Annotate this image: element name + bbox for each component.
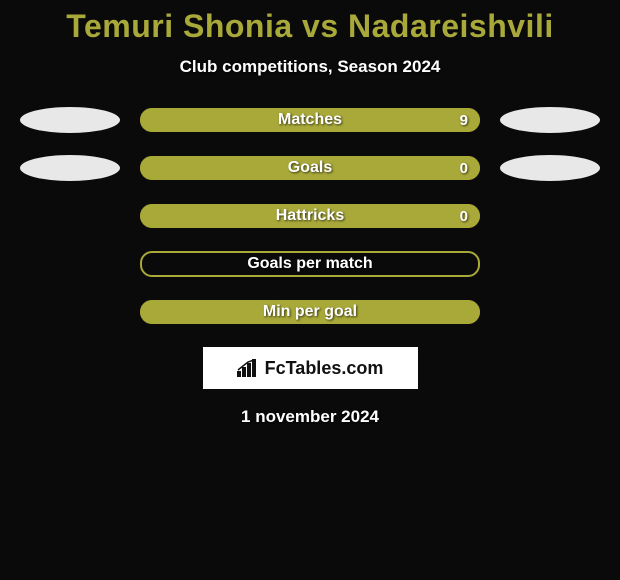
page-title: Temuri Shonia vs Nadareishvili [0, 8, 620, 45]
logo-text: FcTables.com [265, 358, 384, 379]
subtitle: Club competitions, Season 2024 [0, 57, 620, 77]
date-text: 1 november 2024 [0, 407, 620, 427]
stat-row: Matches 9 [0, 107, 620, 133]
left-ellipse [20, 299, 120, 325]
left-ellipse [20, 203, 120, 229]
stat-row: Min per goal [0, 299, 620, 325]
stat-label: Goals [288, 159, 332, 177]
stat-bar: Matches 9 [140, 108, 480, 132]
right-ellipse [500, 203, 600, 229]
stat-value-right: 0 [460, 208, 468, 225]
right-ellipse [500, 299, 600, 325]
right-ellipse [500, 155, 600, 181]
stat-bar: Goals per match [140, 251, 480, 277]
chart-icon [237, 359, 259, 377]
stat-bar: Hattricks 0 [140, 204, 480, 228]
stat-bar: Goals 0 [140, 156, 480, 180]
stat-label: Goals per match [247, 255, 372, 273]
stat-row: Goals 0 [0, 155, 620, 181]
stat-value-right: 0 [460, 160, 468, 177]
stat-row: Goals per match [0, 251, 620, 277]
left-ellipse [20, 155, 120, 181]
right-ellipse [500, 107, 600, 133]
right-ellipse [500, 251, 600, 277]
comparison-card: Temuri Shonia vs Nadareishvili Club comp… [0, 0, 620, 427]
logo-box[interactable]: FcTables.com [203, 347, 418, 389]
stat-label: Hattricks [276, 207, 344, 225]
stat-rows: Matches 9 Goals 0 Hattricks 0 Goals per match M… [0, 107, 620, 325]
stat-bar: Min per goal [140, 300, 480, 324]
stat-label: Matches [278, 111, 342, 129]
stat-value-right: 9 [460, 112, 468, 129]
stat-row: Hattricks 0 [0, 203, 620, 229]
left-ellipse [20, 251, 120, 277]
left-ellipse [20, 107, 120, 133]
stat-label: Min per goal [263, 303, 357, 321]
